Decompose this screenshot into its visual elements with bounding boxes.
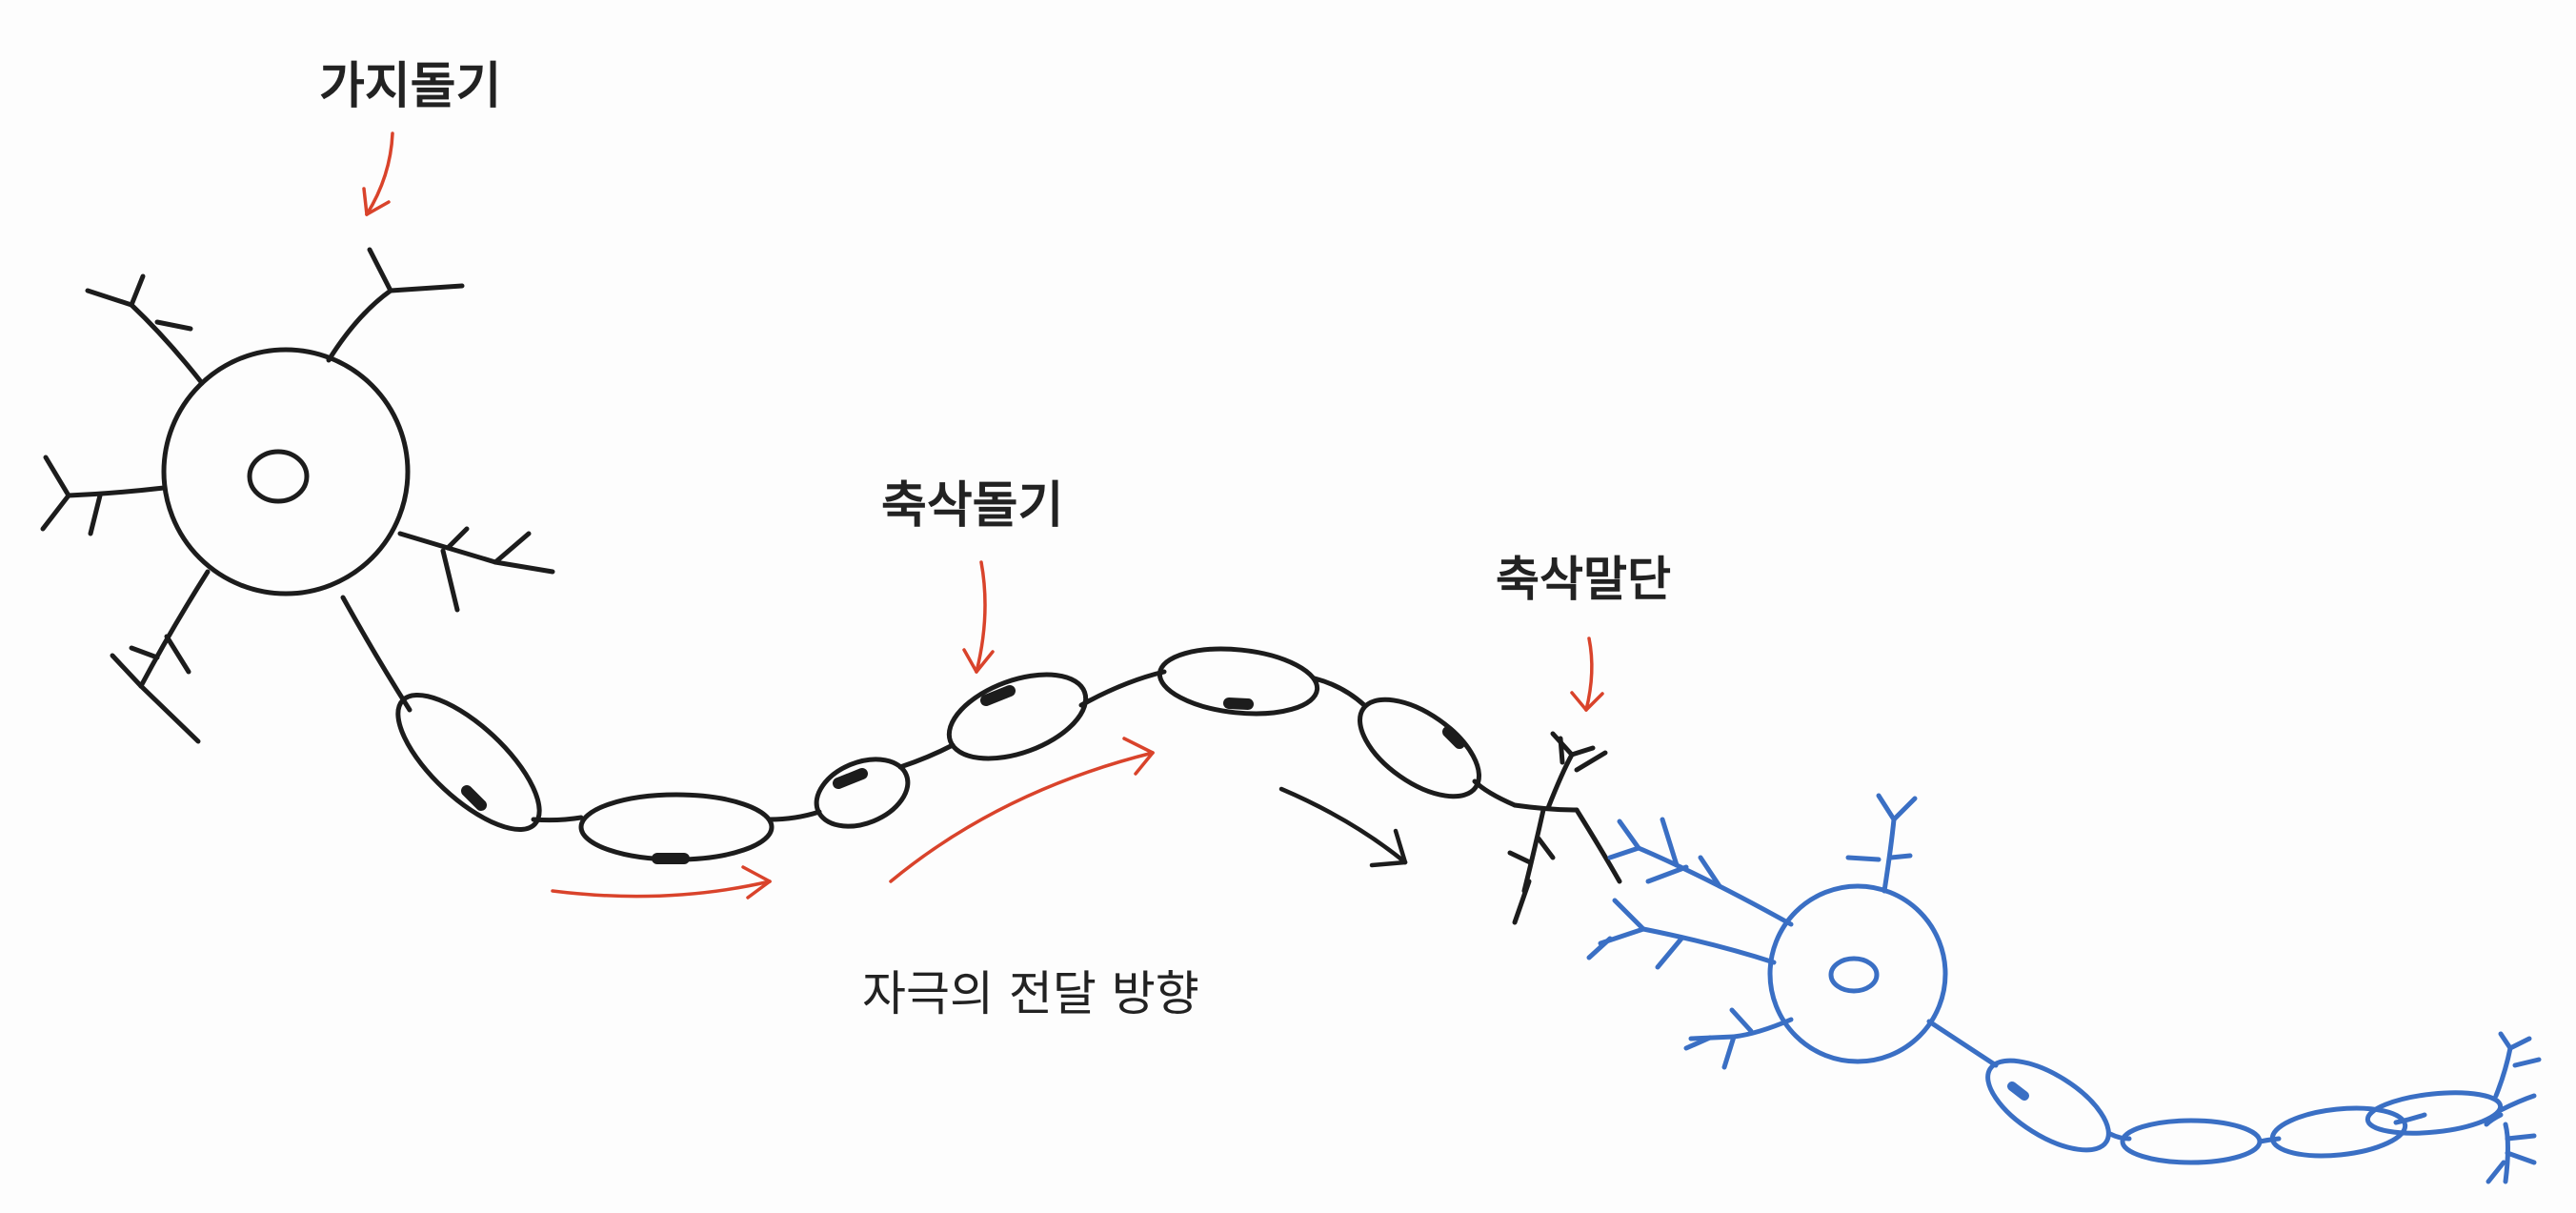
- axon-terminal: [1507, 731, 1622, 925]
- cell-body: [1767, 883, 1948, 1064]
- nucleus: [1828, 956, 1880, 994]
- myelin-sheaths: [1985, 1058, 2504, 1165]
- label-axon: 축삭돌기: [881, 477, 1063, 535]
- dendrites: [1586, 793, 1918, 1070]
- neuron-1: [40, 247, 1622, 925]
- cell-body: [161, 347, 411, 596]
- axon-initial: [340, 595, 413, 713]
- pointer-arrows: [362, 131, 1604, 712]
- label-dendrite: 가지돌기: [319, 58, 501, 115]
- arrow-down-icon: [362, 131, 394, 216]
- arrow-right-icon: [889, 737, 1155, 883]
- signal-arrows: [551, 737, 1155, 900]
- axon-nodes: [2107, 1112, 2504, 1144]
- arrow-right-icon: [551, 865, 772, 900]
- myelin-bands: [2007, 1082, 2029, 1101]
- axon-terminal: [2485, 1031, 2542, 1184]
- arrow-down-icon: [1570, 637, 1604, 712]
- label-axon-terminal: 축삭말단: [1496, 552, 1671, 607]
- neuron-2: [1586, 793, 2542, 1184]
- dendrites: [40, 247, 555, 744]
- arrow-down-icon: [962, 560, 995, 674]
- synapse-arrow: [1278, 786, 1408, 868]
- nucleus: [247, 449, 310, 504]
- myelin-bands: [461, 685, 1465, 864]
- arrow-down-right-icon: [1278, 786, 1408, 868]
- axon-initial: [1926, 1019, 1999, 1068]
- label-signal-direction: 자극의 전달 방향: [862, 966, 1199, 1021]
